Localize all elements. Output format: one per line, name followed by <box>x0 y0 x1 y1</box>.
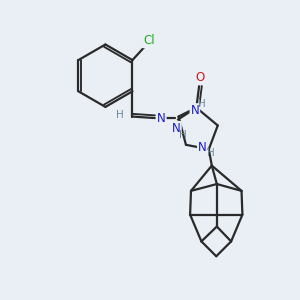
Text: N: N <box>157 112 166 124</box>
Text: H: H <box>116 110 124 120</box>
Text: O: O <box>195 71 205 84</box>
Text: H: H <box>179 130 187 140</box>
Text: Cl: Cl <box>143 34 154 47</box>
Text: H: H <box>198 99 206 109</box>
Text: H: H <box>207 148 215 158</box>
Text: N: N <box>190 104 199 117</box>
Text: N: N <box>198 141 207 154</box>
Text: N: N <box>172 122 181 135</box>
